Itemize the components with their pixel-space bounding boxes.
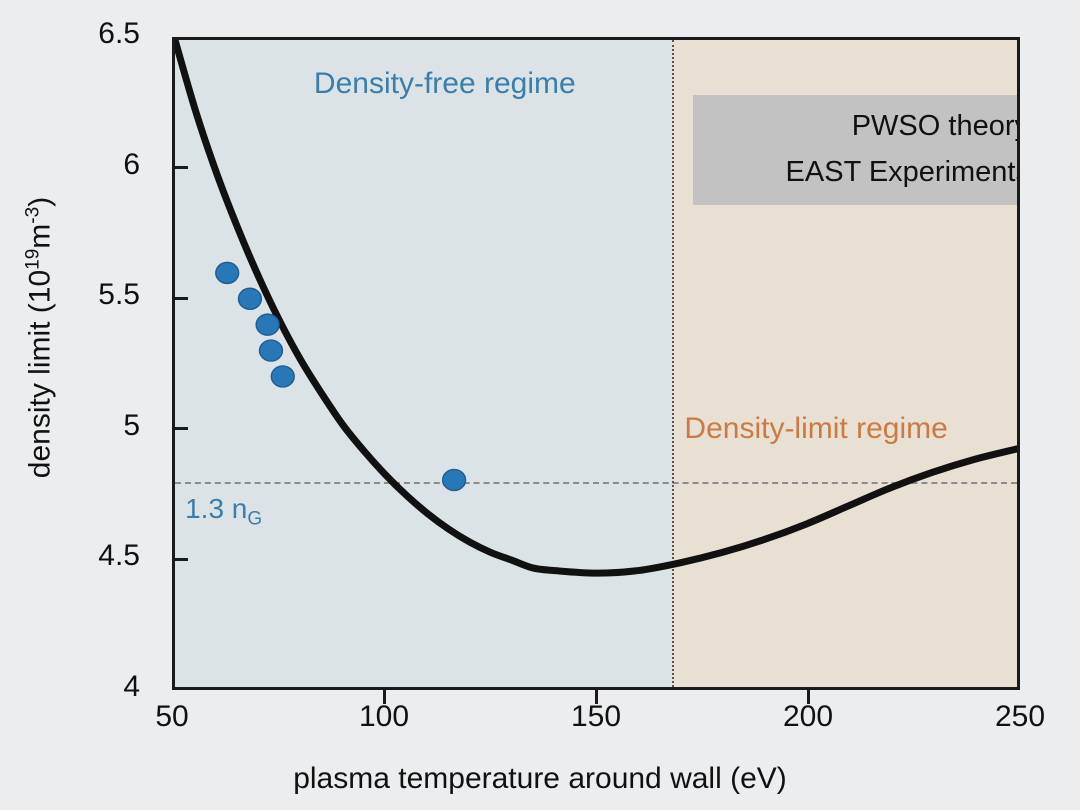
x-axis-tick-label: 50 xyxy=(155,700,189,733)
east-data-point xyxy=(237,287,263,311)
greenwald-threshold-label: 1.3 nG xyxy=(185,493,262,531)
legend-entry-pwso-theory: PWSO theory xyxy=(703,103,1020,149)
east-data-point xyxy=(441,468,467,492)
east-data-point xyxy=(255,313,280,336)
x-axis-title: plasma temperature around wall (eV) xyxy=(293,762,787,795)
data-plot-svg xyxy=(175,40,1017,687)
greenwald-threshold-value: 1.3 n xyxy=(185,493,248,524)
x-axis-tick-label: 150 xyxy=(570,700,622,733)
density-limit-regime-label: Density-limit regime xyxy=(684,412,948,445)
legend-label-pwso-theory: PWSO theory xyxy=(851,109,1020,142)
y-axis-tick-mark xyxy=(172,557,188,561)
y-axis-title-main: density limit (10 xyxy=(23,269,57,479)
legend-label-east-experiments: EAST Experiments xyxy=(785,155,1020,188)
chart-legend: PWSO theory EAST Experiments xyxy=(693,95,1020,205)
pwso-theory-line xyxy=(175,40,1017,573)
x-axis-tick-mark xyxy=(806,690,810,704)
y-axis-tick-mark xyxy=(172,427,188,431)
y-axis-tick-label: 4.5 xyxy=(98,539,140,573)
y-axis-tick-mark xyxy=(172,296,188,300)
greenwald-threshold-line xyxy=(175,481,1017,484)
regime-divider-line xyxy=(672,40,675,687)
east-experiment-points xyxy=(215,261,467,492)
y-axis-tick-label: 6.5 xyxy=(98,17,140,50)
density-free-band xyxy=(175,40,673,687)
east-data-point xyxy=(215,261,240,285)
legend-entry-east-experiments: EAST Experiments xyxy=(703,149,1020,195)
pwso-theory-curve xyxy=(175,40,1017,573)
x-axis-tick-label: 250 xyxy=(994,700,1046,733)
y-axis-tick-label: 5.5 xyxy=(98,278,140,312)
y-axis-title: density limit (1019m-3) xyxy=(23,98,58,578)
east-data-point xyxy=(258,339,284,362)
y-axis-title-tail: ) xyxy=(23,196,57,207)
x-axis-tick-label: 100 xyxy=(358,700,410,733)
x-axis-tick-label: 200 xyxy=(782,700,834,733)
east-data-point xyxy=(270,365,295,388)
y-axis-title-mid: m xyxy=(23,223,57,249)
density-free-regime-label: Density-free regime xyxy=(313,66,576,100)
x-axis-tick-mark xyxy=(594,690,598,704)
y-axis-tick-label: 6 xyxy=(123,147,140,181)
y-axis-tick-mark xyxy=(172,166,188,170)
plot-area: Density-free regime Density-limit regime… xyxy=(172,37,1020,690)
y-axis-title-exponent-1: 19 xyxy=(22,248,44,270)
greenwald-threshold-subscript: G xyxy=(247,508,263,530)
y-axis-title-exponent-2: -3 xyxy=(22,206,44,224)
y-axis-tick-label: 5 xyxy=(123,408,140,442)
y-axis-tick-label: 4 xyxy=(123,670,140,703)
x-axis-tick-mark xyxy=(382,690,386,704)
